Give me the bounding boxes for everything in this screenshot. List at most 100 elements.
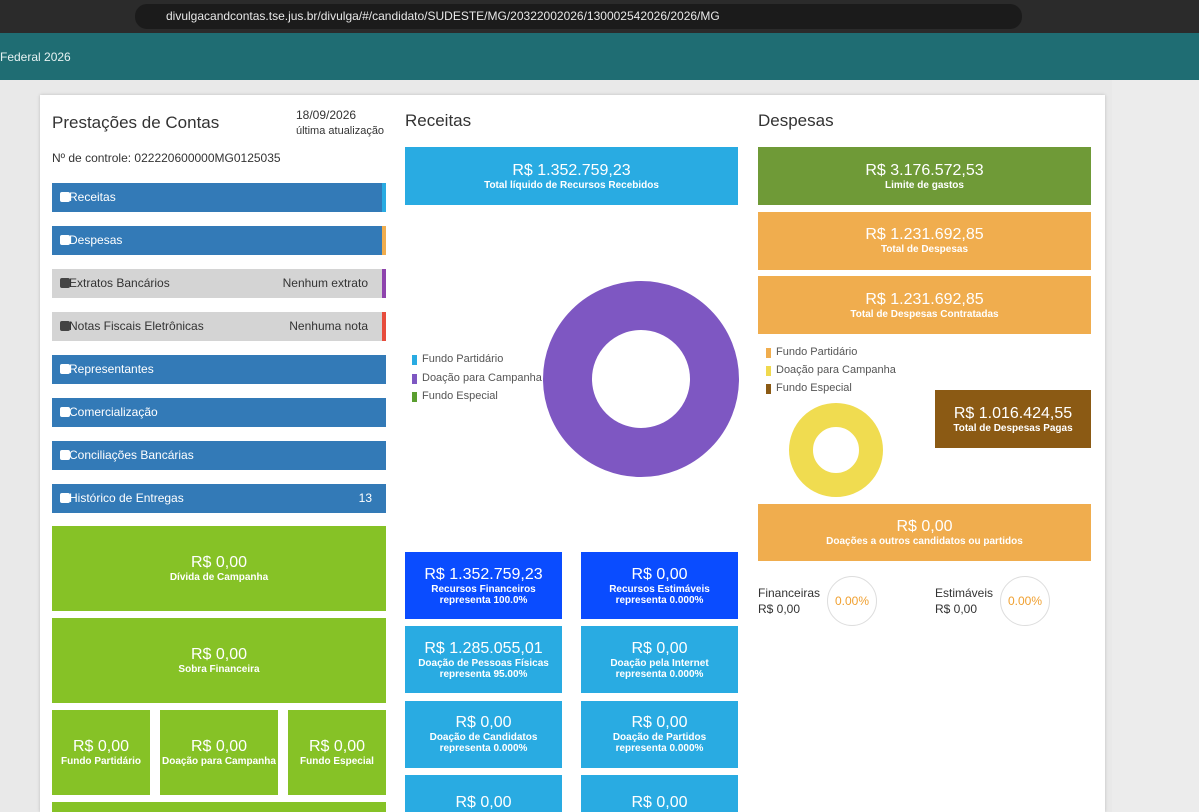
receita-tile: R$ 0,00 Doação de Partidos representa 0.00… [581, 700, 738, 768]
menu-label: Notas Fiscais Eletrônicas [69, 319, 204, 333]
right-gutter [1112, 80, 1199, 812]
legend-item: Fundo Partidário [766, 346, 857, 358]
tile-label: Doação de Candidatos [429, 732, 538, 744]
meter-value: R$ 0,00 [758, 602, 801, 616]
menu-note: Nenhum extrato [282, 276, 368, 290]
menu-icon [60, 192, 70, 202]
header: Federal 2026 [0, 33, 1199, 80]
menu-item[interactable]: Extratos Bancários Nenhum extrato [52, 269, 386, 298]
tile-label: Recursos Financeiros [431, 583, 536, 595]
menu-icon [60, 321, 70, 331]
tile-label: Doação de Pessoas Físicas [418, 657, 549, 669]
header-title: Federal 2026 [0, 50, 71, 64]
tile-label: Limite de gastos [885, 179, 964, 191]
update-date: 18/09/2026 [296, 108, 357, 122]
tile-value: R$ 0,00 [631, 565, 688, 583]
section-title: Prestações de Contas [52, 113, 220, 132]
donations-tile: R$ 0,00 Doações a outros candidatos ou pa… [758, 504, 1091, 561]
menu-icon [60, 364, 70, 374]
receita-tile: R$ 1.352.759,23 Recursos Financeiros repre… [405, 552, 562, 619]
tile-value: R$ 0,00 [455, 714, 512, 732]
legend-swatch [766, 384, 771, 394]
receita-tile: R$ 0,00 Doação de Candidatos representa 0.… [405, 700, 562, 768]
menu-item[interactable]: Comercialização [52, 398, 386, 427]
tile-value: R$ 0,00 [72, 738, 130, 755]
tile-value: R$ 1.352.759,23 [512, 161, 631, 179]
donut-ring [789, 403, 883, 497]
tile-value: R$ 1.016.424,55 [953, 404, 1073, 422]
url: divulgacandcontas.tse.jus.br/divulga/#/c… [166, 9, 720, 23]
browser-bar: divulgacandcontas.tse.jus.br/divulga/#/c… [0, 0, 1199, 33]
tile-value: R$ 0,00 [455, 793, 512, 811]
legend-swatch [412, 373, 417, 384]
menu-item[interactable]: Histórico de Entregas 13 [52, 484, 386, 513]
legend-item: Fundo Partidário [412, 353, 503, 365]
tile-share: representa 0.000% [615, 668, 704, 680]
tile-label: Total de Despesas Pagas [953, 422, 1073, 434]
tile-label: Doações a outros candidatos ou partidos [826, 536, 1023, 547]
legend-item: Fundo Especial [412, 390, 498, 402]
tile-label: Dívida de Campanha [169, 572, 269, 583]
control-number: Nº de controle: 022220600000MG0125035 [52, 151, 281, 165]
meter-label: Estimáveis [935, 586, 994, 600]
tile-label: Sobra Financeira [178, 664, 260, 675]
donut-chart [789, 403, 883, 497]
total-tile: R$ 1.352.759,23 Total líquido de Recursos… [405, 147, 738, 205]
tile-value: R$ 1.285.055,01 [424, 639, 543, 657]
tile-label: Total de Despesas [880, 244, 969, 255]
fund-tile: R$ 0,00 Doação para Campanha [160, 710, 278, 795]
tile-value: R$ 1.231.692,85 [865, 290, 984, 308]
tile-share: representa 0.000% [439, 743, 528, 755]
tile-value: R$ 3.176.572,53 [865, 161, 984, 179]
tile-value: R$ 0,00 [631, 639, 688, 657]
receita-tile: R$ 0,00 Recursos Estimáveis representa 0.0… [581, 552, 738, 619]
menu-label: Conciliações Bancárias [69, 448, 194, 462]
tile-label: Total de Despesas Contratadas [850, 308, 999, 320]
menu-icon [60, 407, 70, 417]
menu-item[interactable]: Despesas [52, 226, 386, 255]
tile-value: R$ 0,00 [631, 714, 688, 732]
menu-note: 13 [358, 491, 372, 505]
despesa-tile: R$ 1.231.692,85 Total de Despesas Contrat… [758, 276, 1091, 334]
tile-value: R$ 0,00 [190, 646, 248, 663]
menu-label: Histórico de Entregas [69, 491, 184, 505]
legend-item: Doação para Campanha [766, 364, 896, 376]
tile-value: R$ 1.231.692,85 [865, 226, 984, 243]
menu-label: Representantes [69, 362, 154, 376]
menu-item[interactable]: Notas Fiscais Eletrônicas Nenhuma nota [52, 312, 386, 341]
menu-item[interactable]: Conciliações Bancárias [52, 441, 386, 470]
tile-share: representa 0.000% [615, 743, 704, 755]
menu-note: Nenhuma nota [289, 319, 368, 333]
tile-share: representa 100.0% [439, 594, 528, 606]
donut-ring [543, 281, 739, 477]
tile-label: Recursos Estimáveis [609, 583, 710, 595]
section-title: Receitas [405, 111, 472, 130]
menu-label: Comercialização [69, 405, 158, 419]
receita-tile: R$ 1.285.055,01 Doação de Pessoas Físicas… [405, 626, 562, 694]
meter-label: Financeiras [758, 586, 821, 600]
tile-label: Doação pela Internet [610, 657, 709, 669]
tile-value: R$ 0,00 [308, 738, 366, 755]
section-title: Despesas [758, 111, 834, 130]
menu-icon [60, 450, 70, 460]
tile-value: R$ 0,00 [190, 738, 248, 755]
menu-item[interactable]: Receitas [52, 183, 386, 212]
menu-icon [60, 235, 70, 245]
meter-value: R$ 0,00 [935, 602, 978, 616]
menu-item[interactable]: Representantes [52, 355, 386, 384]
tile-value: R$ 0,00 [190, 554, 248, 571]
despesa-tile: R$ 1.231.692,85 Total de Despesas [758, 211, 1091, 270]
legend-swatch [766, 366, 771, 376]
url-box[interactable] [135, 4, 1022, 29]
legend-swatch [412, 355, 417, 365]
legend-item: Doação para Campanha [412, 372, 542, 384]
tile-value: R$ 0,00 [631, 793, 688, 811]
legend-swatch [766, 348, 771, 358]
meter-pct: 0.00% [834, 594, 870, 608]
meter-ring: 0.00% [827, 576, 877, 626]
donut-chart [543, 281, 739, 477]
fund-tile: R$ 0,00 Fundo Especial [288, 710, 386, 795]
tile-label: Doação de Partidos [612, 732, 707, 744]
